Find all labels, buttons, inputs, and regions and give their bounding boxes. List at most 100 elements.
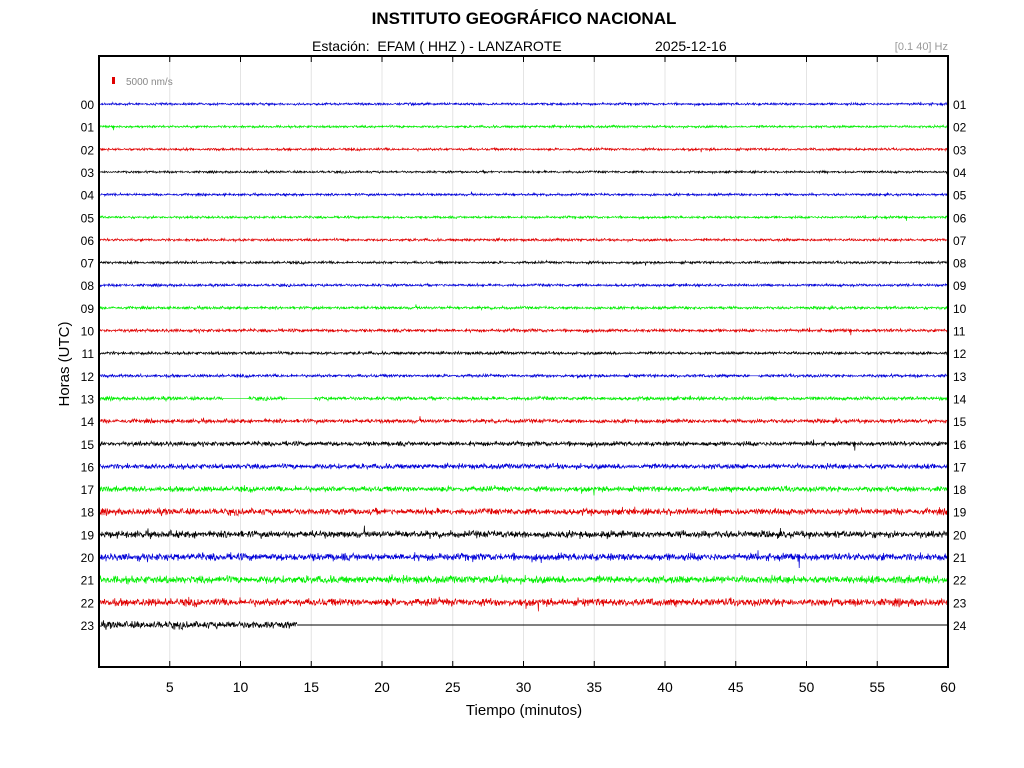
trace-hour-18	[99, 506, 949, 517]
right-hour-label: 16	[953, 438, 967, 452]
scale-label: 5000 nm/s	[126, 77, 173, 88]
trace-hour-03	[99, 169, 949, 175]
right-hour-label: 21	[953, 551, 967, 565]
left-hour-label: 14	[81, 415, 95, 429]
right-hour-label: 12	[953, 347, 967, 361]
right-hour-ticks: 01 02 03 04 05 06 07 08 09 10 11 12 13 14 15 16 17 18 19 20…	[953, 98, 967, 633]
right-hour-label: 22	[953, 574, 967, 588]
left-hour-label: 05	[81, 211, 95, 225]
date-label: 2025-12-16	[655, 38, 727, 54]
trace-hour-22	[99, 596, 949, 612]
filter-label: [0.1 40] Hz	[894, 41, 948, 53]
right-hour-label: 02	[953, 121, 967, 135]
x-tick-label: 55	[869, 679, 885, 695]
left-hour-label: 23	[81, 619, 95, 633]
amplitude-scale: 5000 nm/s	[112, 77, 173, 88]
trace-hour-04	[99, 191, 949, 198]
trace-hour-00	[99, 101, 949, 108]
left-hour-label: 10	[81, 325, 95, 339]
scale-bar	[112, 77, 115, 84]
left-hour-label: 09	[81, 302, 95, 316]
right-hour-label: 06	[953, 211, 967, 225]
x-tick-label: 5	[166, 679, 174, 695]
left-hour-label: 18	[81, 506, 95, 520]
left-hour-label: 06	[81, 234, 95, 248]
station-label: Estación: EFAM ( HHZ ) - LANZAROTE	[312, 38, 562, 54]
left-hour-label: 22	[81, 596, 95, 610]
right-hour-label: 24	[953, 619, 967, 633]
right-hour-label: 15	[953, 415, 967, 429]
left-hour-label: 02	[81, 143, 95, 157]
x-tick-label: 20	[374, 679, 390, 695]
figure-title: INSTITUTO GEOGRÁFICO NACIONAL	[371, 9, 677, 28]
x-tick-label: 25	[445, 679, 461, 695]
x-tick-label: 45	[728, 679, 744, 695]
trace-hour-12	[99, 372, 949, 380]
x-tick-label: 35	[586, 679, 602, 695]
left-hour-label: 00	[81, 98, 95, 112]
right-hour-label: 11	[953, 325, 966, 339]
x-tick-label: 60	[940, 679, 956, 695]
grid-lines	[169, 56, 878, 667]
left-hour-label: 16	[81, 460, 95, 474]
left-hour-label: 07	[81, 257, 95, 271]
y-axis-label: Horas (UTC)	[56, 321, 73, 406]
right-hour-label: 05	[953, 189, 967, 203]
left-hour-label: 17	[81, 483, 95, 497]
right-hour-label: 14	[953, 392, 967, 406]
right-hour-label: 18	[953, 483, 967, 497]
trace-hour-07	[99, 259, 949, 266]
trace-hour-06	[99, 236, 949, 243]
trace-hour-17	[99, 484, 949, 496]
trace-hour-15	[99, 439, 949, 451]
left-hour-label: 08	[81, 279, 95, 293]
trace-hour-14	[99, 416, 949, 425]
right-hour-label: 03	[953, 143, 967, 157]
right-hour-label: 23	[953, 596, 967, 610]
right-hour-label: 08	[953, 257, 967, 271]
right-hour-label: 19	[953, 506, 967, 520]
trace-hour-23	[99, 620, 298, 631]
left-hour-ticks: 00 01 02 03 04 05 06 07 08 09 10 11 12 13 14 15 16 17 18 19…	[81, 98, 95, 633]
right-hour-label: 13	[953, 370, 967, 384]
trace-hour-19	[99, 525, 949, 540]
x-tick-label: 15	[303, 679, 319, 695]
trace-hour-13	[99, 395, 949, 403]
trace-hour-09	[99, 304, 949, 311]
x-tick-label: 40	[657, 679, 673, 695]
right-hour-label: 07	[953, 234, 967, 248]
x-tick-label: 30	[516, 679, 532, 695]
left-hour-label: 03	[81, 166, 95, 180]
right-hour-label: 04	[953, 166, 967, 180]
left-hour-label: 20	[81, 551, 95, 565]
left-hour-label: 12	[81, 370, 95, 384]
trace-hour-01	[99, 123, 949, 131]
x-axis-label: Tiempo (minutos)	[466, 702, 582, 719]
traces-group	[99, 101, 949, 631]
trace-hour-21	[99, 574, 949, 585]
x-axis-ticks: 5 10 15 20 25 30 35 40 45 50 55 60	[166, 56, 956, 695]
left-hour-label: 15	[81, 438, 95, 452]
x-tick-label: 50	[799, 679, 815, 695]
x-tick-label: 10	[233, 679, 249, 695]
right-hour-label: 01	[953, 98, 967, 112]
trace-hour-20	[99, 550, 949, 568]
trace-hour-16	[99, 462, 949, 471]
right-hour-label: 20	[953, 528, 967, 542]
left-hour-label: 13	[81, 392, 95, 406]
left-hour-label: 19	[81, 528, 95, 542]
trace-hour-11	[99, 350, 949, 356]
trace-hour-05	[99, 214, 949, 221]
right-hour-label: 17	[953, 460, 967, 474]
left-hour-label: 21	[81, 574, 95, 588]
left-hour-label: 01	[81, 121, 95, 135]
left-hour-label: 11	[82, 347, 95, 361]
right-hour-label: 10	[953, 302, 967, 316]
trace-hour-08	[99, 282, 949, 288]
left-hour-label: 04	[81, 189, 95, 203]
trace-hour-10	[99, 327, 949, 336]
trace-hour-02	[99, 146, 949, 153]
right-hour-label: 09	[953, 279, 967, 293]
